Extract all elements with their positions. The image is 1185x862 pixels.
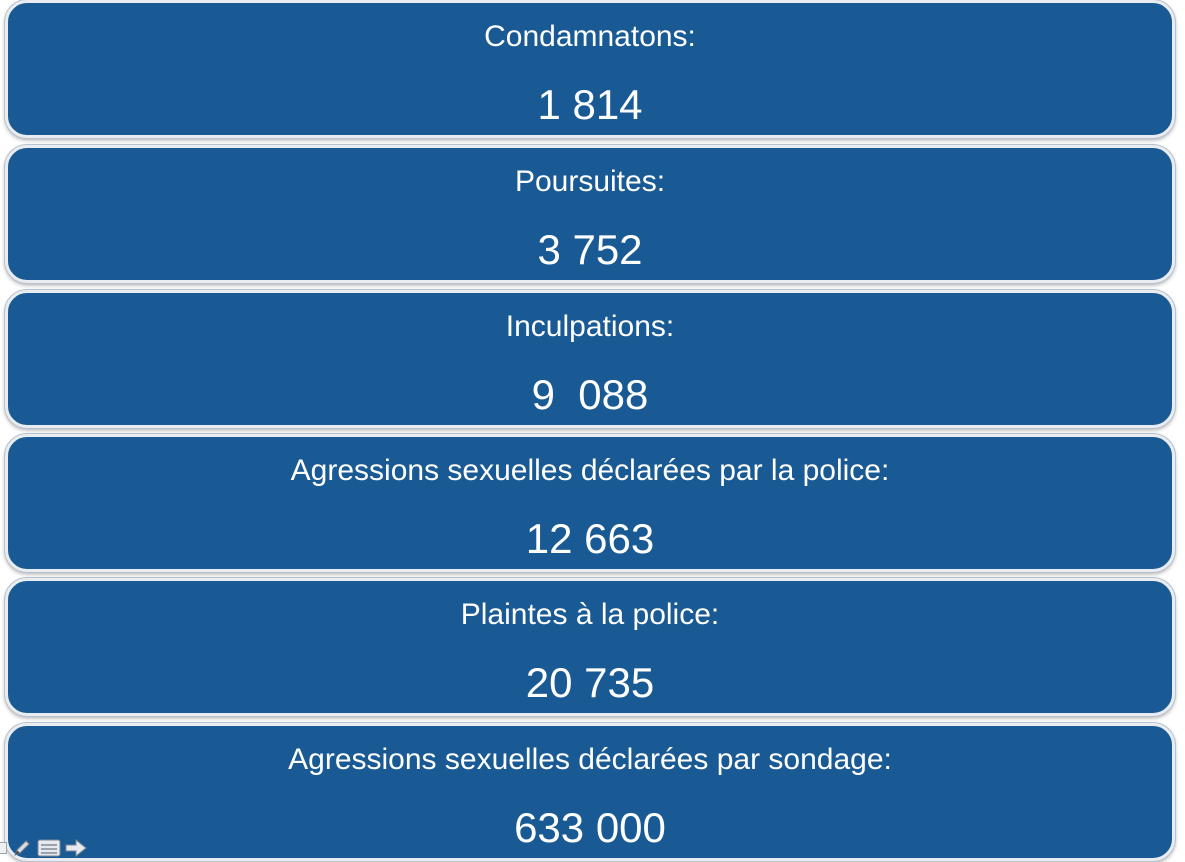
box-condamnations: Condamnatons: 1 814: [5, 0, 1175, 138]
box-value: 20 735: [525, 659, 655, 706]
box-plaintes: Plaintes à la police: 20 735: [5, 578, 1175, 716]
box-label: Condamnatons:: [484, 20, 696, 53]
pen-icon[interactable]: [10, 837, 34, 859]
box-agressions-police: Agressions sexuelles déclarées par la po…: [5, 434, 1175, 572]
box-value: 9 088: [531, 371, 649, 418]
box-label: Inculpations:: [505, 310, 675, 343]
notes-icon[interactable]: [37, 837, 61, 859]
box-agressions-sondage: Agressions sexuelles déclarées par sonda…: [5, 723, 1175, 861]
slideshow-toolbar: [0, 836, 88, 860]
next-arrow-icon[interactable]: [64, 837, 88, 859]
box-value: 633 000: [514, 804, 666, 851]
box-value: 3 752: [537, 226, 643, 273]
box-label: Poursuites:: [514, 165, 666, 198]
previous-stub-icon[interactable]: [0, 842, 7, 854]
box-value: 1 814: [537, 81, 643, 128]
box-inculpations: Inculpations: 9 088: [5, 290, 1175, 428]
box-poursuites: Poursuites: 3 752: [5, 145, 1175, 283]
box-label: Agressions sexuelles déclarées par sonda…: [288, 743, 892, 776]
box-label: Agressions sexuelles déclarées par la po…: [290, 454, 890, 487]
box-label: Plaintes à la police:: [460, 598, 720, 631]
box-value: 12 663: [525, 515, 655, 562]
